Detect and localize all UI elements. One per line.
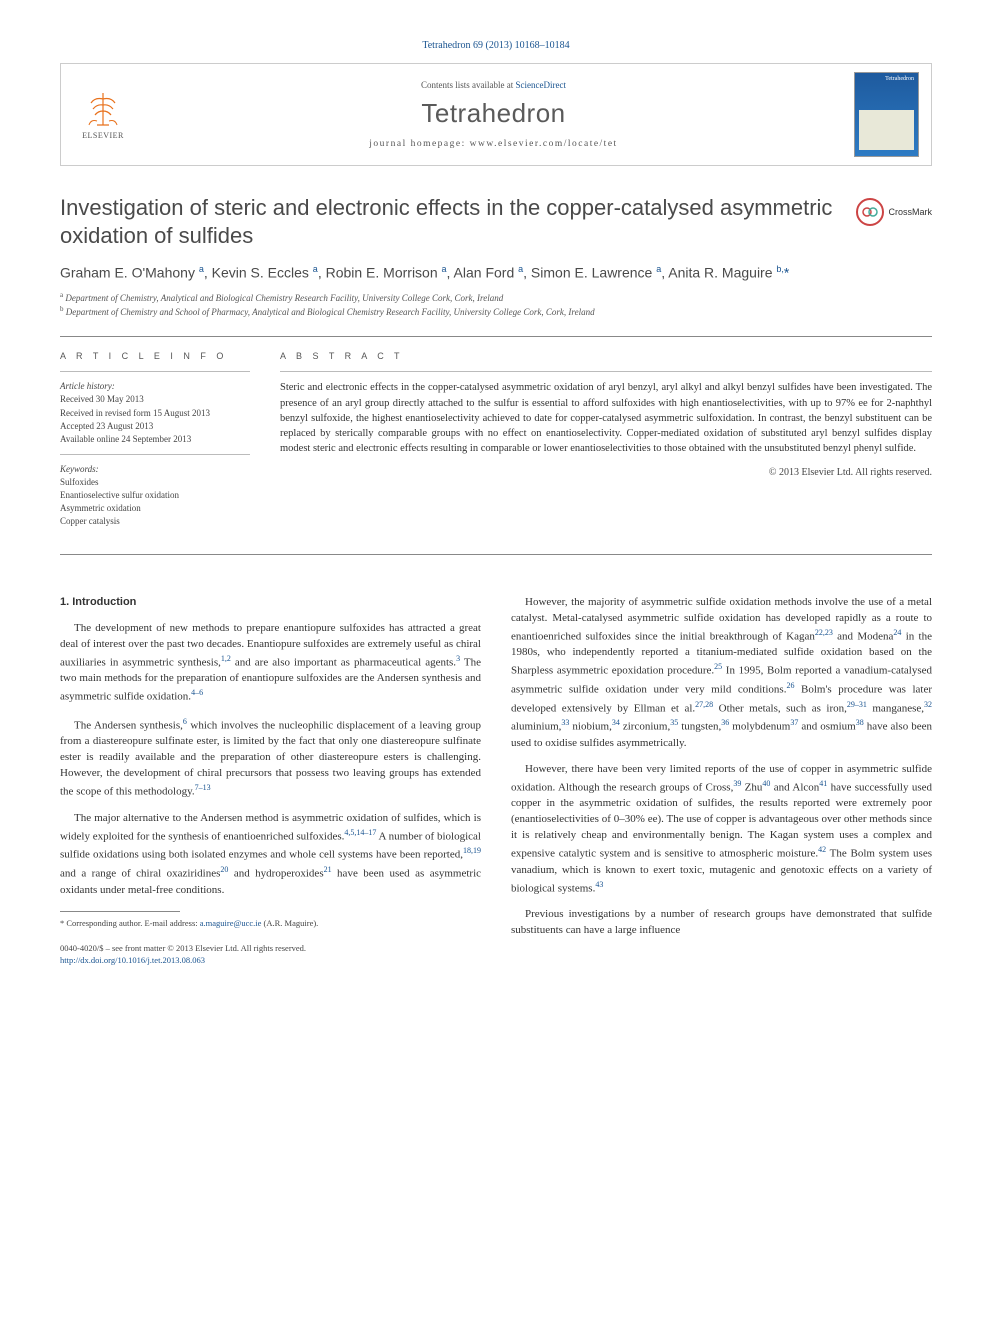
- publisher-name: ELSEVIER: [82, 131, 124, 140]
- citation-ref[interactable]: 41: [819, 779, 827, 788]
- citation-ref[interactable]: 20: [220, 865, 228, 874]
- body-paragraph: Previous investigations by a number of r…: [511, 907, 932, 939]
- journal-header: ELSEVIER Contents lists available at Sci…: [60, 63, 932, 166]
- abstract-column: A B S T R A C T Steric and electronic ef…: [280, 351, 932, 527]
- body-paragraph: The major alternative to the Andersen me…: [60, 811, 481, 899]
- body-paragraph: However, there have been very limited re…: [511, 762, 932, 897]
- citation-ref[interactable]: 26: [786, 681, 794, 690]
- cover-label: Tetrahedron: [885, 76, 914, 82]
- keyword: Copper catalysis: [60, 515, 250, 528]
- body-paragraph: The Andersen synthesis,6 which involves …: [60, 716, 481, 801]
- article-history-label: Article history:: [60, 380, 250, 393]
- journal-cover-thumbnail: Tetrahedron: [854, 72, 919, 157]
- citation-ref[interactable]: 43: [595, 880, 603, 889]
- keyword: Enantioselective sulfur oxidation: [60, 489, 250, 502]
- history-line: Received 30 May 2013: [60, 393, 250, 406]
- citation-ref[interactable]: 1,2: [221, 654, 231, 663]
- history-line: Available online 24 September 2013: [60, 433, 250, 446]
- article-title: Investigation of steric and electronic e…: [60, 194, 844, 249]
- divider: [60, 336, 932, 337]
- abstract-text: Steric and electronic effects in the cop…: [280, 380, 932, 456]
- body-paragraph: However, the majority of asymmetric sulf…: [511, 595, 932, 752]
- citation-ref[interactable]: 34: [612, 718, 620, 727]
- sub-divider: [60, 371, 250, 372]
- citation-ref[interactable]: 39: [733, 779, 741, 788]
- footer-copyright: 0040-4020/$ – see front matter © 2013 El…: [60, 943, 481, 967]
- citation-ref[interactable]: 40: [762, 779, 770, 788]
- citation-ref[interactable]: 37: [790, 718, 798, 727]
- sub-divider: [60, 454, 250, 455]
- affiliation-line: a Department of Chemistry, Analytical an…: [60, 291, 932, 305]
- citation-ref[interactable]: 4,5,14–17: [344, 828, 376, 837]
- journal-name: Tetrahedron: [133, 98, 854, 129]
- journal-homepage: journal homepage: www.elsevier.com/locat…: [133, 139, 854, 149]
- elsevier-logo: ELSEVIER: [73, 80, 133, 150]
- crossmark-badge[interactable]: CrossMark: [856, 198, 932, 226]
- doi-link[interactable]: http://dx.doi.org/10.1016/j.tet.2013.08.…: [60, 955, 205, 965]
- corresponding-author-footnote: * Corresponding author. E-mail address: …: [60, 918, 481, 930]
- citation-ref[interactable]: 42: [818, 845, 826, 854]
- citation-ref[interactable]: 33: [561, 718, 569, 727]
- citation-ref[interactable]: 7–13: [195, 783, 211, 792]
- citation-ref[interactable]: 36: [721, 718, 729, 727]
- abstract-label: A B S T R A C T: [280, 351, 932, 361]
- affiliations: a Department of Chemistry, Analytical an…: [60, 291, 932, 318]
- section-heading: 1. Introduction: [60, 595, 481, 611]
- body-column-left: 1. Introduction The development of new m…: [60, 595, 481, 967]
- author-email-link[interactable]: a.maguire@ucc.ie: [200, 918, 262, 928]
- citation-ref[interactable]: 22,23: [815, 628, 833, 637]
- body-column-right: However, the majority of asymmetric sulf…: [511, 595, 932, 967]
- elsevier-tree-icon: [83, 89, 123, 129]
- citation-ref[interactable]: 18,19: [463, 846, 481, 855]
- citation-ref[interactable]: 3: [456, 654, 460, 663]
- citation-ref[interactable]: 24: [893, 628, 901, 637]
- citation-ref[interactable]: 6: [183, 717, 187, 726]
- citation-ref[interactable]: 27,28: [695, 700, 713, 709]
- footnote-divider: [60, 911, 180, 912]
- contents-line: Contents lists available at ScienceDirec…: [133, 80, 854, 90]
- keywords-label: Keywords:: [60, 463, 250, 476]
- authors-list: Graham E. O'Mahony a, Kevin S. Eccles a,…: [60, 263, 932, 283]
- citation-ref[interactable]: 4–6: [191, 688, 203, 697]
- keyword: Asymmetric oxidation: [60, 502, 250, 515]
- homepage-url[interactable]: www.elsevier.com/locate/tet: [470, 139, 618, 149]
- cover-image-area: [859, 110, 914, 150]
- history-line: Accepted 23 August 2013: [60, 420, 250, 433]
- keyword: Sulfoxides: [60, 476, 250, 489]
- affiliation-line: b Department of Chemistry and School of …: [60, 305, 932, 319]
- crossmark-label: CrossMark: [888, 207, 932, 217]
- divider: [60, 554, 932, 555]
- citation-line: Tetrahedron 69 (2013) 10168–10184: [60, 40, 932, 51]
- article-info-column: A R T I C L E I N F O Article history: R…: [60, 351, 250, 527]
- body-paragraph: The development of new methods to prepar…: [60, 621, 481, 706]
- sciencedirect-link[interactable]: ScienceDirect: [516, 80, 566, 90]
- citation-ref[interactable]: 25: [714, 662, 722, 671]
- history-line: Received in revised form 15 August 2013: [60, 407, 250, 420]
- citation-ref[interactable]: 38: [856, 718, 864, 727]
- contents-prefix: Contents lists available at: [421, 80, 515, 90]
- article-info-label: A R T I C L E I N F O: [60, 351, 250, 361]
- citation-ref[interactable]: 29–31: [847, 700, 867, 709]
- copyright-line: © 2013 Elsevier Ltd. All rights reserved…: [280, 467, 932, 478]
- sub-divider: [280, 371, 932, 372]
- crossmark-icon: [856, 198, 884, 226]
- citation-ref[interactable]: 35: [670, 718, 678, 727]
- citation-ref[interactable]: 21: [324, 865, 332, 874]
- citation-ref[interactable]: 32: [924, 700, 932, 709]
